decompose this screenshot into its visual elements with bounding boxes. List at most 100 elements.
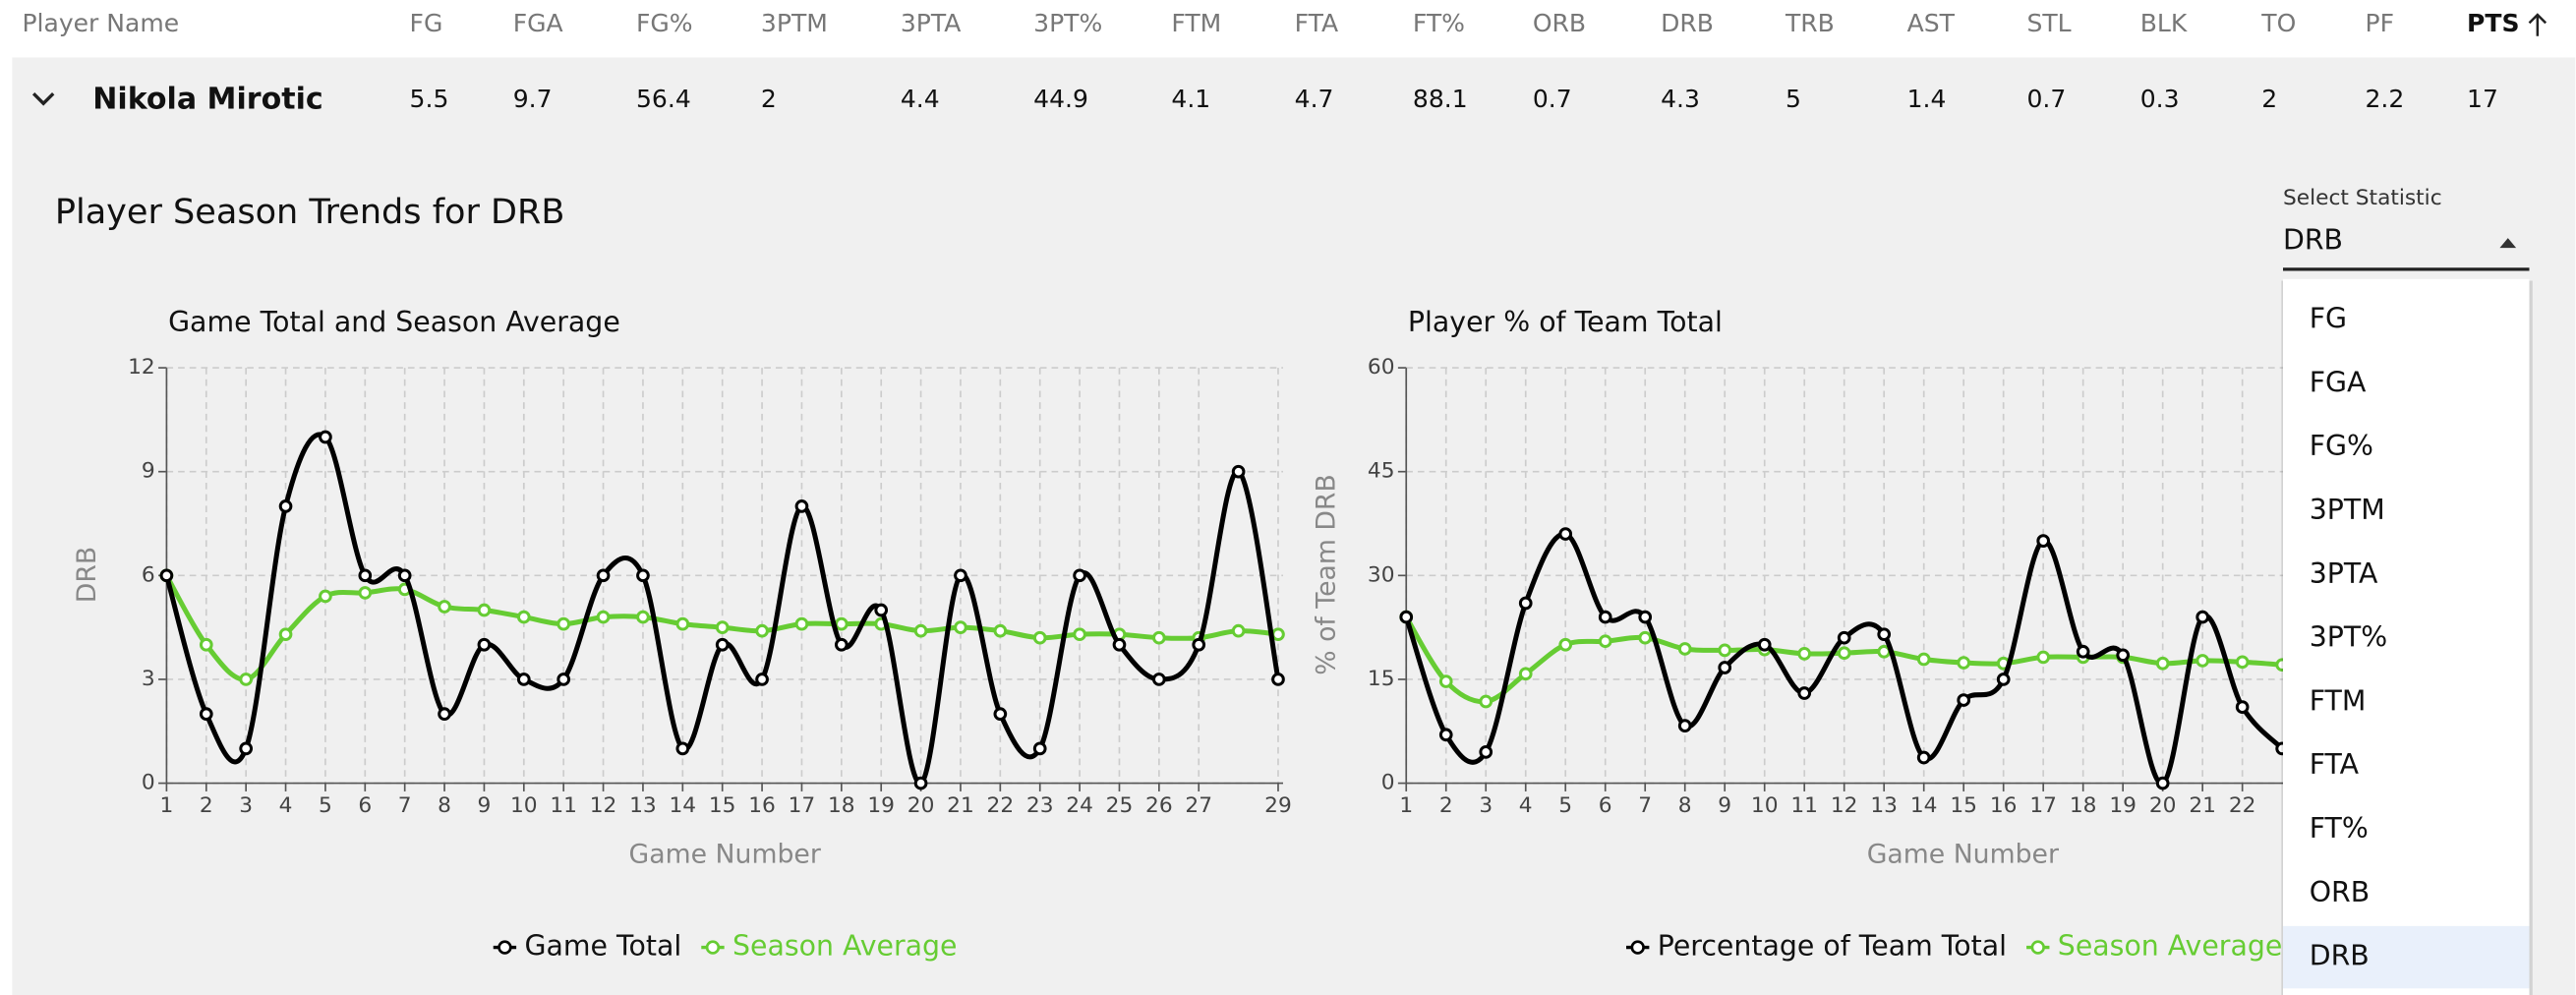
column-header[interactable]: FG%: [636, 9, 693, 37]
data-point: [2235, 700, 2250, 714]
dropdown-value[interactable]: DRB: [2283, 223, 2343, 256]
legend-swatch-dot[interactable]: [498, 940, 512, 955]
column-header[interactable]: AST: [1907, 9, 1956, 37]
x-tick-label: 2: [200, 793, 213, 818]
x-tick-label: 15: [709, 793, 736, 818]
legend-entry[interactable]: Game Total: [524, 930, 681, 963]
data-point: [1598, 634, 1612, 649]
column-header[interactable]: 3PT%: [1033, 9, 1102, 37]
column-header[interactable]: Player Name: [22, 9, 179, 37]
column-header[interactable]: TO: [2260, 9, 2296, 37]
stat-cell: 2: [2261, 85, 2277, 113]
x-tick-label: 7: [398, 793, 412, 818]
data-point: [397, 568, 412, 583]
dropdown-option[interactable]: DRB: [2310, 940, 2370, 972]
column-header[interactable]: PF: [2365, 9, 2394, 37]
y-tick-label: 12: [128, 355, 155, 380]
x-tick-label: 24: [1066, 793, 1093, 818]
stat-cell: 0.7: [1533, 85, 1572, 113]
x-tick-label: 29: [1264, 793, 1292, 818]
dropdown-option[interactable]: FTM: [2310, 684, 2367, 717]
data-point: [556, 616, 571, 631]
dropdown-menu: [2283, 278, 2530, 995]
legend-swatch-dot[interactable]: [1630, 940, 1645, 955]
data-point: [477, 603, 492, 617]
data-point: [516, 673, 531, 686]
data-point: [1996, 673, 2011, 686]
stat-cell: 4.1: [1171, 85, 1210, 113]
stat-cell: 2.2: [2365, 85, 2404, 113]
data-point: [1479, 694, 1493, 709]
y-tick-label: 15: [1368, 667, 1395, 691]
x-tick-label: 22: [2229, 793, 2256, 818]
dropdown-option[interactable]: 3PTA: [2310, 557, 2378, 590]
dropdown-option[interactable]: FT%: [2310, 812, 2369, 845]
column-header[interactable]: BLK: [2140, 9, 2188, 37]
legend-entry[interactable]: Season Average: [2058, 930, 2283, 963]
dropdown-option[interactable]: FTA: [2310, 748, 2360, 781]
column-header[interactable]: FGA: [513, 9, 563, 37]
x-tick-label: 17: [789, 793, 816, 818]
column-header[interactable]: PTS: [2467, 9, 2519, 37]
data-point: [1718, 643, 1732, 658]
column-header[interactable]: FG: [410, 9, 443, 37]
x-tick-label: 17: [2029, 793, 2057, 818]
dropdown-option[interactable]: 3PT%: [2310, 621, 2387, 654]
stat-cell: 44.9: [1033, 85, 1088, 113]
column-header[interactable]: 3PTM: [761, 9, 828, 37]
data-point: [159, 568, 174, 583]
data-point: [2195, 610, 2210, 624]
data-point: [715, 637, 730, 652]
data-point: [1032, 630, 1047, 645]
legend-entry[interactable]: Percentage of Team Total: [1658, 930, 2007, 963]
data-point: [834, 637, 849, 652]
data-point: [954, 620, 967, 634]
x-tick-label: 13: [1870, 793, 1898, 818]
column-header[interactable]: TRB: [1785, 9, 1835, 37]
column-header[interactable]: STL: [2026, 9, 2071, 37]
legend-swatch-dot[interactable]: [705, 940, 721, 955]
data-point: [993, 623, 1008, 638]
data-point: [1032, 741, 1047, 756]
data-point: [1797, 686, 1812, 700]
legend-swatch-dot[interactable]: [2030, 940, 2045, 955]
dropdown-arrow[interactable]: [2499, 238, 2517, 249]
data-point: [834, 616, 849, 631]
data-point: [1638, 610, 1653, 624]
legend-entry[interactable]: Season Average: [732, 930, 958, 963]
column-header[interactable]: FTM: [1171, 9, 1221, 37]
y-tick-label: 3: [142, 667, 155, 691]
data-point: [2116, 648, 2131, 663]
data-point: [874, 603, 889, 617]
data-point: [2076, 644, 2090, 659]
x-tick-label: 14: [1910, 793, 1938, 818]
data-point: [1797, 647, 1812, 661]
dropdown-option[interactable]: FG: [2310, 303, 2347, 335]
collapse-chevron[interactable]: [31, 92, 55, 106]
data-point: [1271, 627, 1285, 642]
column-header[interactable]: FT%: [1413, 9, 1465, 37]
data-point: [755, 673, 769, 686]
x-tick-label: 19: [867, 793, 895, 818]
column-header[interactable]: DRB: [1661, 9, 1714, 37]
data-point: [1916, 750, 1931, 765]
column-header[interactable]: FTA: [1295, 9, 1338, 37]
data-point: [278, 627, 293, 642]
data-point: [239, 741, 254, 756]
data-point: [794, 616, 809, 631]
section-title: Player Season Trends for DRB: [55, 192, 565, 232]
y-axis-label: % of Team DRB: [1312, 474, 1342, 675]
x-tick-label: 16: [1990, 793, 2018, 818]
sort-arrow[interactable]: [2528, 13, 2547, 36]
dropdown-option[interactable]: ORB: [2310, 876, 2371, 908]
data-point: [1957, 656, 1971, 670]
column-header[interactable]: 3PTA: [901, 9, 962, 37]
column-header[interactable]: ORB: [1533, 9, 1586, 37]
dropdown-option[interactable]: FG%: [2310, 430, 2373, 462]
dropdown-option[interactable]: FGA: [2310, 366, 2367, 398]
stat-cell: 4.3: [1661, 85, 1700, 113]
data-point: [556, 673, 571, 686]
dropdown-option[interactable]: 3PTM: [2310, 494, 2385, 526]
data-point: [715, 620, 730, 634]
